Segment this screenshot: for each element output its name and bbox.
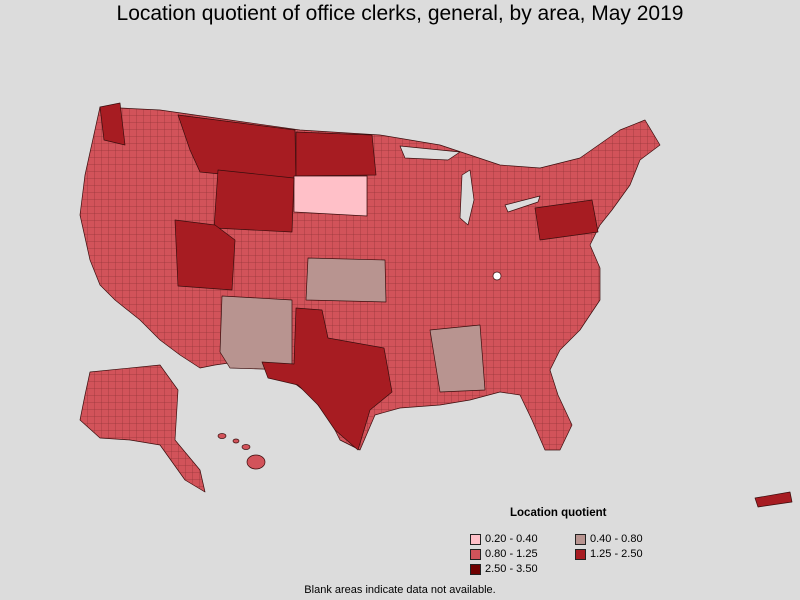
legend-item-0: 0.20 - 0.40 (470, 533, 538, 545)
legend-swatch (575, 548, 586, 560)
legend-label: 0.40 - 0.80 (590, 533, 643, 545)
legend-swatch (575, 533, 586, 545)
legend-item-2: 0.80 - 1.25 (470, 548, 538, 560)
region-wyoming (213, 169, 295, 233)
legend-swatch (470, 563, 481, 575)
region-kansas (305, 257, 387, 303)
legend-label: 0.20 - 0.40 (485, 533, 538, 545)
legend-swatch (470, 548, 481, 560)
region-utah (174, 219, 236, 291)
region-new-mexico (219, 295, 293, 371)
legend-item-3: 1.25 - 2.50 (575, 548, 643, 560)
lake-michigan (459, 169, 475, 226)
region-south-dakota (293, 175, 368, 217)
lake-superior (399, 145, 461, 161)
legend-label: 1.25 - 2.50 (590, 548, 643, 560)
map-title: Location quotient of office clerks, gene… (116, 2, 684, 25)
legend-label: 2.50 - 3.50 (485, 563, 538, 575)
region-puerto-rico (754, 491, 793, 508)
region-hawaii (217, 433, 266, 470)
region-mid-south (429, 324, 486, 393)
region-washington-west (99, 102, 126, 146)
legend-label: 0.80 - 1.25 (485, 548, 538, 560)
region-no-data (492, 271, 502, 281)
legend-swatch (470, 533, 481, 545)
legend-item-1: 0.40 - 0.80 (575, 533, 643, 545)
legend-title: Location quotient (510, 507, 607, 519)
legend-item-4: 2.50 - 3.50 (470, 563, 538, 575)
region-pennsylvania (534, 199, 599, 241)
region-north-dakota (295, 131, 377, 177)
lake-erie (504, 195, 541, 213)
region-texas (261, 307, 393, 451)
footnote: Blank areas indicate data not available. (304, 584, 496, 596)
